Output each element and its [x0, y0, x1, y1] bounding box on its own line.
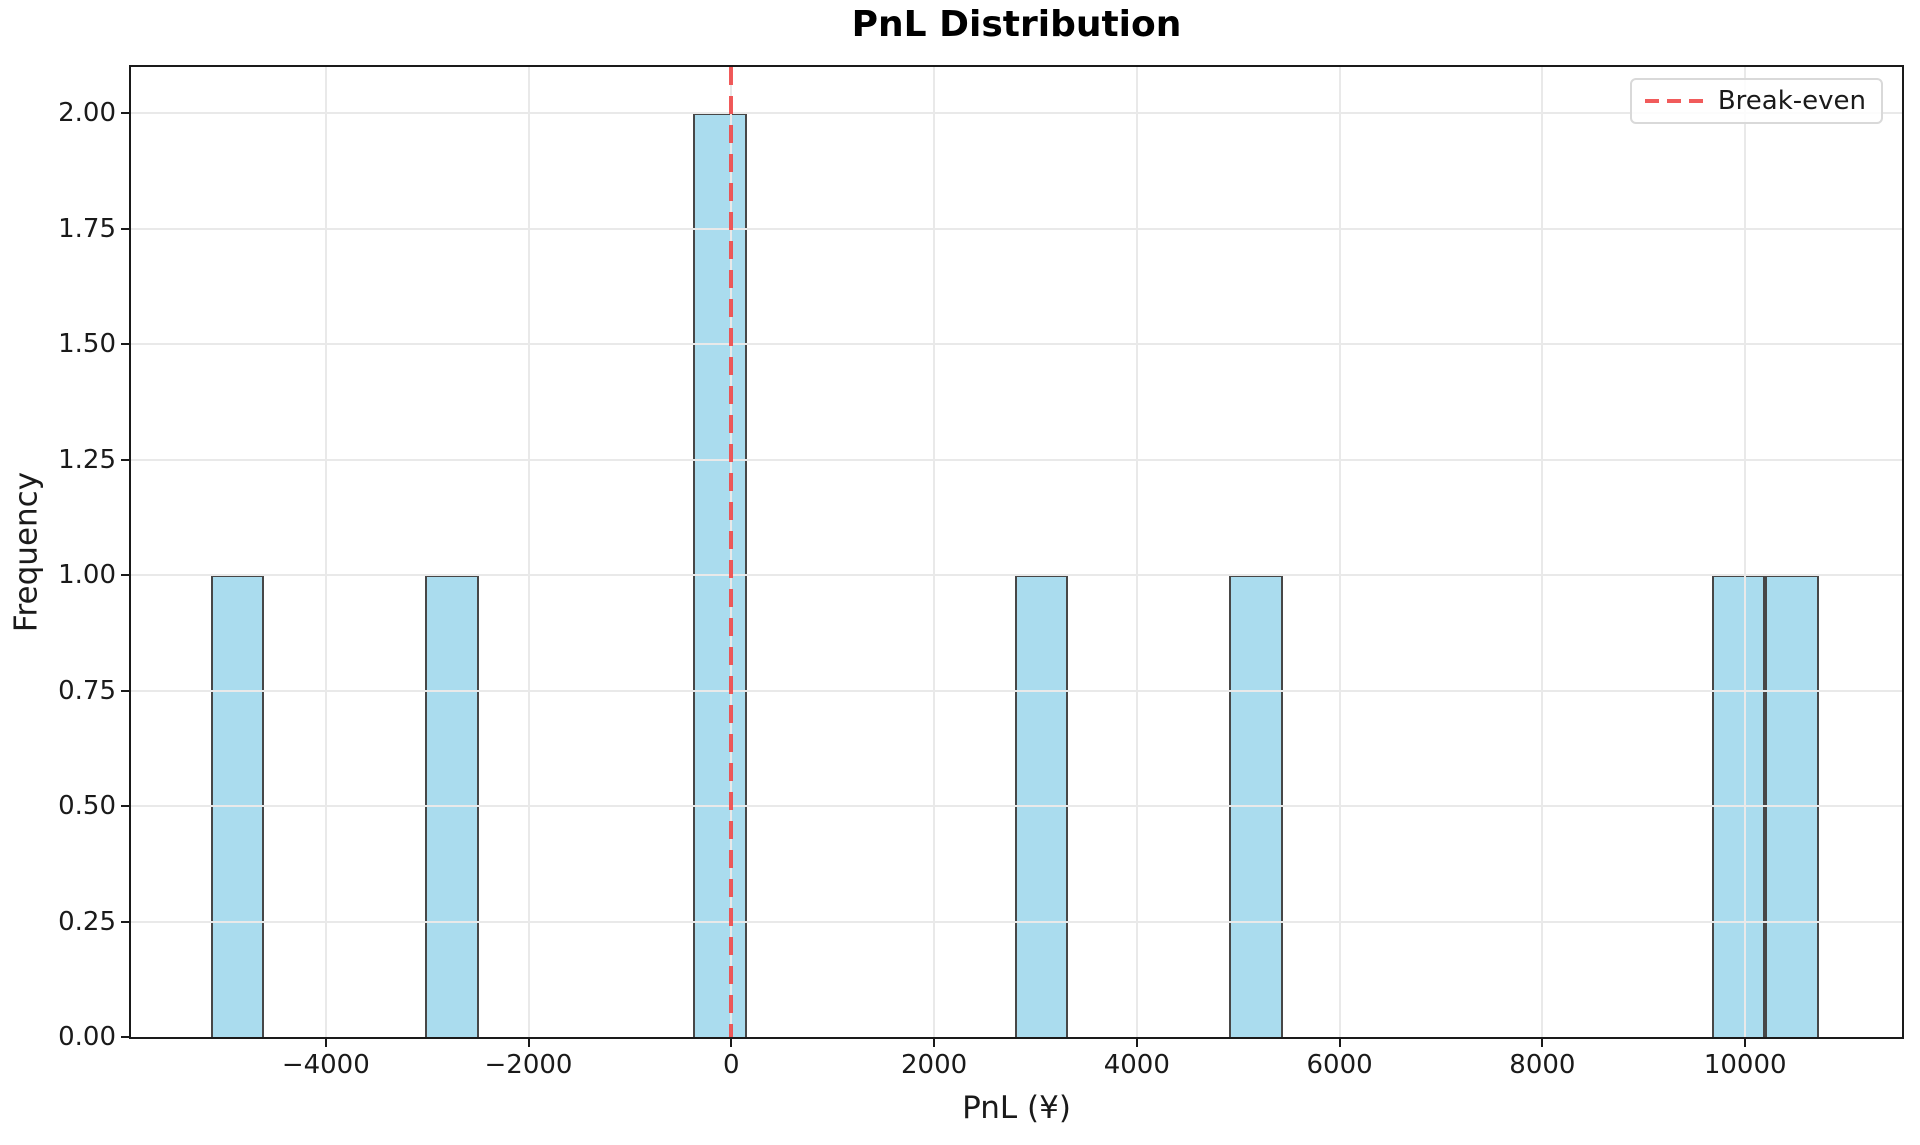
y-tickmark: [121, 227, 130, 230]
x-axis-label: PnL (¥): [962, 1090, 1071, 1126]
y-tickmark: [121, 689, 130, 692]
y-tick-label: 0.25: [58, 906, 116, 937]
y-tickmark: [121, 112, 130, 115]
gridline-vertical: [933, 67, 936, 1037]
gridline-horizontal: [131, 689, 1902, 692]
gridline-vertical: [324, 67, 327, 1037]
x-tick-label: −4000: [281, 1050, 370, 1080]
x-tickmark: [324, 1038, 327, 1047]
y-tickmark: [121, 343, 130, 346]
gridline-horizontal: [131, 227, 1902, 230]
y-tick-label: 1.75: [58, 213, 116, 244]
x-tick-label: −2000: [484, 1050, 573, 1080]
x-tick-label: 2000: [901, 1050, 968, 1080]
x-tickmark: [527, 1038, 530, 1047]
gridline-vertical: [1744, 67, 1747, 1037]
x-tickmark: [730, 1038, 733, 1047]
gridline-horizontal: [131, 805, 1902, 807]
gridline-vertical: [527, 67, 530, 1037]
x-tick-label: 6000: [1306, 1050, 1373, 1080]
gridline-vertical: [1338, 67, 1341, 1037]
y-axis-label: Frequency: [8, 471, 45, 633]
x-tick-label: 10000: [1703, 1050, 1787, 1080]
x-tickmark: [1135, 1038, 1138, 1047]
x-tick-label: 0: [723, 1050, 740, 1080]
gridline-horizontal: [131, 458, 1902, 461]
x-tickmark: [1541, 1038, 1544, 1047]
gridline-horizontal: [131, 920, 1902, 923]
y-tickmark: [121, 574, 130, 577]
y-tick-label: 1.00: [58, 560, 116, 591]
y-tick-label: 0.00: [58, 1022, 116, 1052]
gridline-horizontal: [131, 574, 1902, 577]
x-tick-label: 8000: [1509, 1050, 1576, 1080]
plot-area: Break-even: [129, 65, 1904, 1039]
y-tick-label: 1.50: [58, 329, 116, 360]
y-tick-label: 1.25: [58, 444, 116, 475]
y-tick-label: 2.00: [58, 98, 116, 129]
legend: Break-even: [1629, 78, 1883, 124]
gridline-vertical: [1135, 67, 1138, 1037]
y-tickmark: [121, 458, 130, 461]
x-tickmark: [1744, 1038, 1747, 1047]
x-tick-label: 4000: [1103, 1050, 1170, 1080]
breakeven-line: [729, 67, 734, 1037]
gridline-vertical: [1541, 67, 1544, 1037]
x-tickmark: [1338, 1038, 1341, 1047]
legend-label: Break-even: [1717, 86, 1866, 116]
y-tickmark: [121, 1036, 130, 1038]
y-tickmark: [121, 920, 130, 923]
y-tickmark: [121, 805, 130, 807]
chart-title: PnL Distribution: [851, 4, 1182, 45]
legend-dashed-line-sample: [1644, 99, 1703, 103]
gridline-horizontal: [131, 343, 1902, 346]
y-tick-label: 0.75: [58, 675, 116, 706]
x-tickmark: [933, 1038, 936, 1047]
y-tick-label: 0.50: [58, 791, 116, 821]
gridline-horizontal: [131, 112, 1902, 115]
